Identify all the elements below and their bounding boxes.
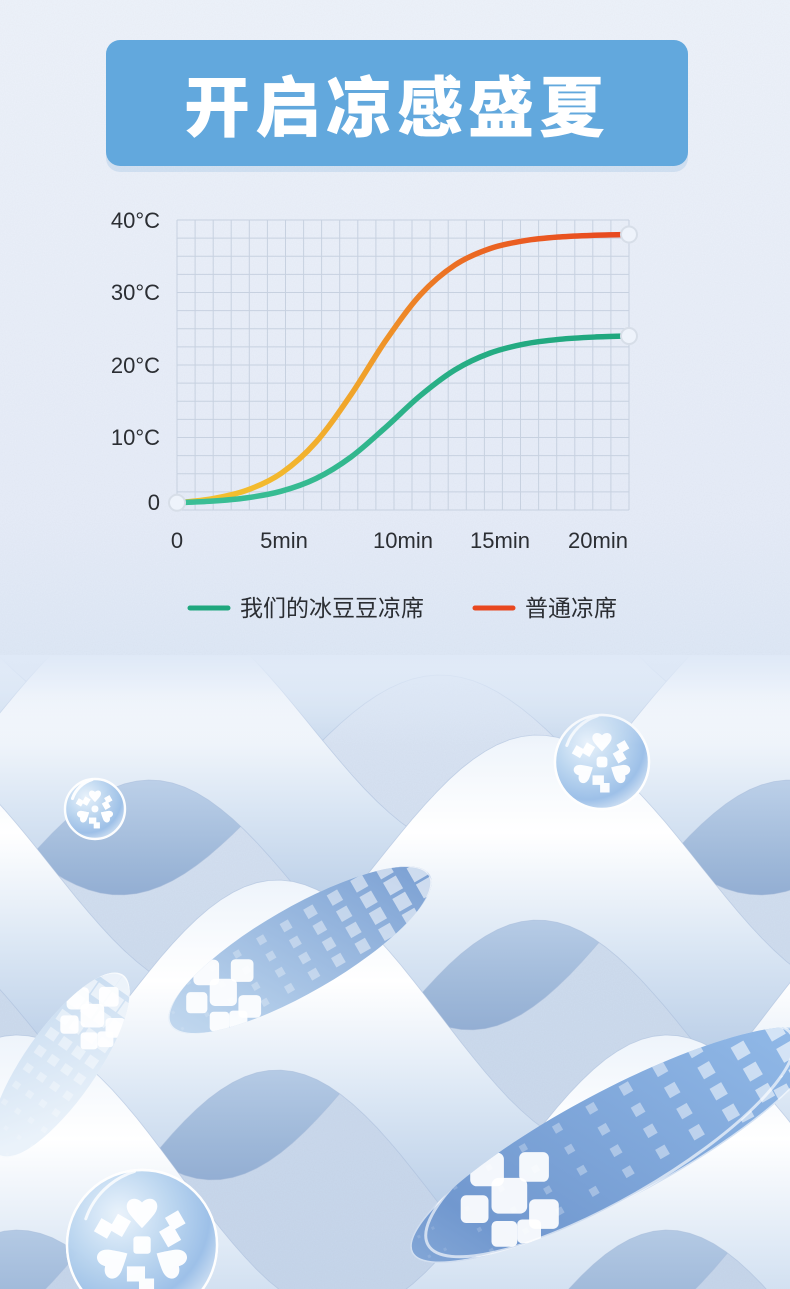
svg-text:30°C: 30°C [111,280,160,305]
svg-text:40°C: 40°C [111,208,160,233]
svg-text:普通凉席: 普通凉席 [525,589,617,623]
svg-text:5min: 5min [260,528,308,553]
svg-text:20°C: 20°C [111,353,160,378]
svg-text:10°C: 10°C [111,425,160,450]
svg-text:0: 0 [171,528,183,553]
svg-text:我们的冰豆豆凉席: 我们的冰豆豆凉席 [240,589,424,623]
svg-text:20min: 20min [568,528,628,553]
svg-text:10min: 10min [373,528,433,553]
svg-text:0: 0 [148,490,160,515]
svg-text:15min: 15min [470,528,530,553]
